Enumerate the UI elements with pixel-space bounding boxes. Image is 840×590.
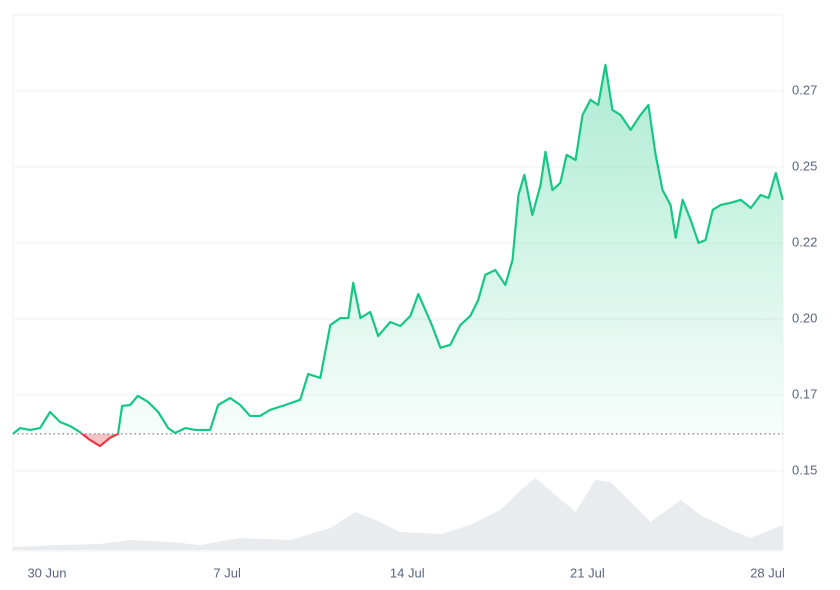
x-tick-label: 7 Jul	[213, 565, 241, 580]
y-tick-label: 0.25	[792, 158, 817, 173]
x-tick-label: 14 Jul	[390, 565, 425, 580]
y-tick-label: 0.27	[792, 82, 817, 97]
y-tick-label: 0.20	[792, 310, 817, 325]
plot-frame	[12, 14, 784, 552]
y-tick-label: 0.17	[792, 386, 817, 401]
y-tick-label: 0.15	[792, 462, 817, 477]
x-tick-label: 30 Jun	[27, 565, 66, 580]
x-tick-label: 21 Jul	[570, 565, 605, 580]
price-line-up	[12, 63, 784, 434]
volume-area	[13, 478, 783, 550]
area-up	[13, 64, 783, 434]
y-tick-label: 0.22	[792, 234, 817, 249]
x-tick-label: 28 Jul	[750, 565, 785, 580]
area-down	[13, 433, 783, 447]
